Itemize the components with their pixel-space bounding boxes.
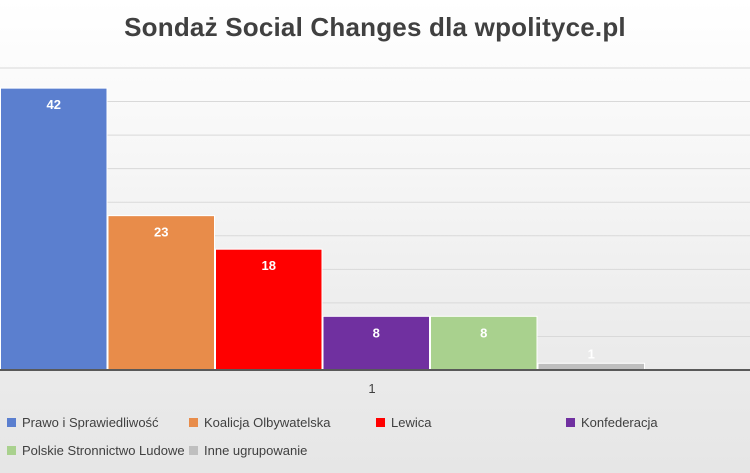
data-label: 8 [480, 325, 487, 340]
plot-area: 42 23 18 8 8 1 1 [0, 67, 750, 396]
legend-swatch [566, 418, 575, 427]
legend-item: Prawo i Sprawiedliwość [7, 415, 159, 430]
bar [537, 362, 645, 371]
data-label: 23 [154, 225, 168, 240]
data-label: 8 [373, 325, 380, 340]
legend-swatch [7, 418, 16, 427]
data-label: 1 [588, 346, 595, 361]
legend-swatch [7, 446, 16, 455]
legend-item: Koalicja Olbywatelska [189, 415, 330, 430]
bar [215, 248, 323, 371]
legend-label: Koalicja Olbywatelska [204, 415, 331, 430]
legend-item: Polskie Stronnictwo Ludowe [7, 443, 185, 458]
legend-label: Konfederacja [581, 415, 658, 430]
bar [0, 87, 108, 371]
data-label: 42 [47, 97, 61, 112]
bar [322, 315, 430, 371]
legend-swatch [376, 418, 385, 427]
chart-title: Sondaż Social Changes dla wpolityce.pl [124, 12, 626, 42]
legend-item: Inne ugrupowanie [189, 443, 307, 458]
legend-label: Polskie Stronnictwo Ludowe [22, 443, 185, 458]
legend-swatch [189, 418, 198, 427]
legend-label: Lewica [391, 415, 432, 430]
legend-swatch [189, 446, 198, 455]
legend-item: Lewica [376, 415, 431, 430]
legend: Prawo i Sprawiedliwość Koalicja Olbywatel… [0, 406, 750, 473]
bar [107, 215, 215, 371]
data-label: 18 [262, 258, 276, 273]
x-tick-label: 1 [368, 381, 375, 396]
legend-item: Konfederacja [566, 415, 658, 430]
bar [430, 315, 538, 371]
legend-label: Prawo i Sprawiedliwość [22, 415, 159, 430]
legend-label: Inne ugrupowanie [204, 443, 308, 458]
